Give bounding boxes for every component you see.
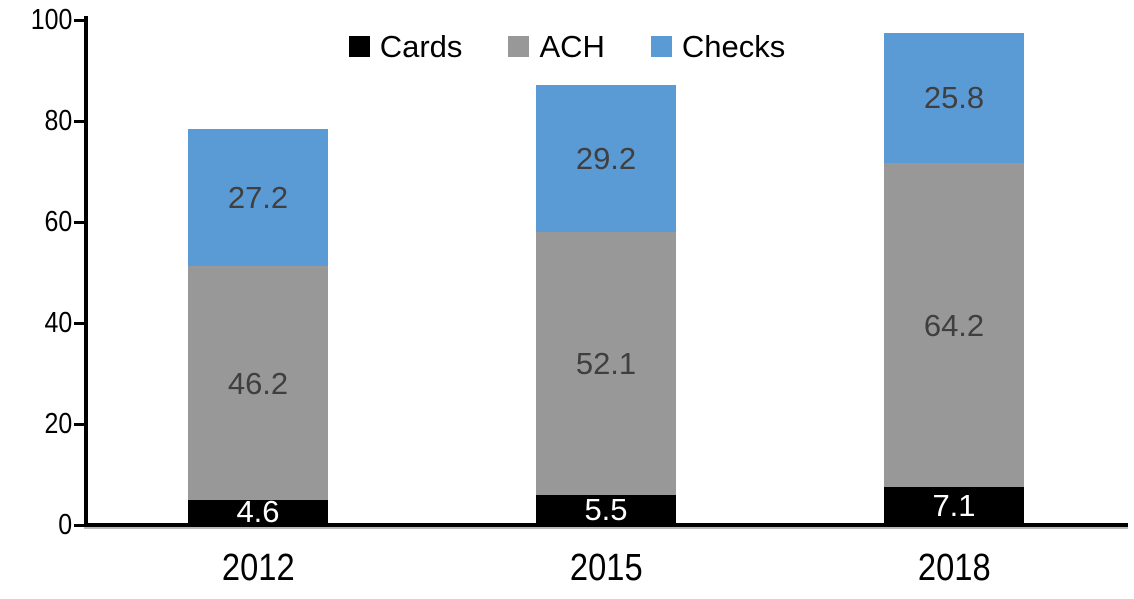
bar-segment-checks: 29.2 — [536, 84, 676, 233]
y-tick-label-text: 40 — [44, 307, 72, 339]
bar-segment-label: 46.2 — [227, 365, 289, 401]
bar-segment-label: 4.6 — [236, 493, 280, 529]
bar-segment-checks: 25.8 — [884, 32, 1024, 163]
y-tick — [74, 322, 84, 325]
bar-segment-label: 7.1 — [932, 487, 976, 523]
y-tick — [74, 524, 84, 527]
legend-swatch-icon — [508, 36, 530, 57]
bar-segment-label: 52.1 — [575, 346, 637, 382]
bar-segment-label: 27.2 — [227, 180, 289, 216]
bar-segment-label: 5.5 — [584, 491, 628, 527]
x-axis-shadow — [84, 527, 1128, 529]
y-tick-label: 20 — [10, 409, 72, 439]
legend-swatch-icon — [650, 36, 672, 57]
legend-label: Cards — [379, 29, 463, 64]
bar-segment-ach: 52.1 — [536, 232, 676, 496]
bar-segment-ach: 46.2 — [188, 266, 328, 500]
y-tick-label-text: 60 — [44, 206, 72, 238]
y-tick-label-text: 80 — [44, 105, 72, 137]
y-tick-label: 0 — [10, 510, 72, 540]
x-tick-label: 2012 — [178, 549, 338, 587]
x-tick-label: 2018 — [874, 549, 1034, 587]
y-tick — [74, 221, 84, 224]
bar-segment-checks: 27.2 — [188, 129, 328, 267]
bar-segment-label: 29.2 — [575, 140, 637, 176]
x-axis-line — [84, 523, 1128, 527]
y-tick — [74, 423, 84, 426]
y-tick-label: 100 — [10, 5, 72, 35]
bar-segment-label: 64.2 — [923, 307, 985, 343]
x-tick-label-text: 2015 — [569, 547, 643, 589]
y-tick-label: 80 — [10, 106, 72, 136]
bar-segment-cards: 5.5 — [536, 491, 676, 527]
bar-segment-cards: 7.1 — [884, 487, 1024, 523]
legend-item-ach: ACH — [508, 29, 605, 64]
y-tick — [74, 120, 84, 123]
bar-segment-label: 25.8 — [923, 80, 985, 116]
bar-segment-cards: 4.6 — [188, 496, 328, 527]
legend-item-checks: Checks — [650, 29, 786, 64]
y-tick-label: 60 — [10, 207, 72, 237]
legend-swatch-icon — [348, 36, 370, 57]
chart-legend: Cards ACH Checks — [0, 31, 1134, 62]
legend-label: Checks — [681, 29, 786, 64]
legend-item-cards: Cards — [348, 29, 463, 64]
y-axis-line — [84, 16, 88, 527]
y-tick — [74, 19, 84, 22]
y-tick-label-text: 100 — [30, 4, 72, 36]
y-tick-label-text: 0 — [58, 509, 72, 541]
y-tick-label-text: 20 — [44, 408, 72, 440]
x-tick-label-text: 2018 — [917, 547, 991, 589]
y-tick-label: 40 — [10, 308, 72, 338]
bar-segment-ach: 64.2 — [884, 162, 1024, 488]
legend-label: ACH — [539, 29, 605, 64]
x-tick-label: 2015 — [526, 549, 686, 587]
x-tick-label-text: 2012 — [221, 547, 295, 589]
